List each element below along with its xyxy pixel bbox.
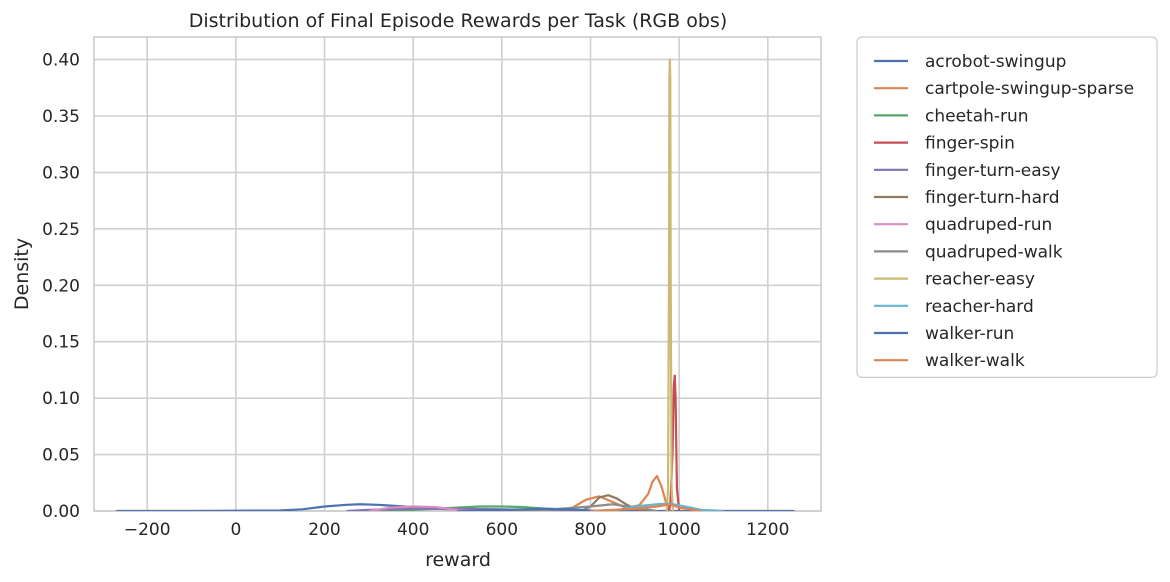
x-tick-label: 400 [397,520,429,540]
y-tick-label: 0.35 [42,107,80,127]
legend-label: quadruped-run [925,215,1052,235]
y-tick-label: 0.05 [42,446,80,466]
legend-label: reacher-hard [925,297,1034,317]
series-line-reacher-easy [665,58,675,511]
y-tick-label: 0.00 [42,502,80,522]
legend-label: cheetah-run [925,106,1029,126]
y-tick-label: 0.10 [42,389,80,409]
series-group [116,58,795,511]
x-tick-label: 1000 [658,520,701,540]
y-tick-label: 0.20 [42,276,80,296]
legend-label: acrobot-swingup [925,52,1066,72]
legend-label: reacher-easy [925,270,1035,290]
legend-frame [856,36,1158,378]
y-tick-label: 0.30 [42,163,80,183]
legend-label: finger-turn-easy [925,161,1061,181]
x-tick-label: 1200 [746,520,789,540]
legend: acrobot-swingup cartpole-swingup-sparse ch… [856,36,1158,378]
plot-frame [93,36,822,512]
y-tick-label: 0.40 [42,51,80,71]
legend-label: walker-run [925,324,1014,344]
plot-area: −200 0 200 400 600 800 1000 1200 0.00 0.05 0.10 0.1… [42,36,822,540]
legend-label: finger-spin [925,134,1015,154]
x-tick-label: 0 [230,520,241,540]
x-tick-label: 200 [308,520,340,540]
y-axis-title: Density [11,238,33,310]
series-line-finger-spin [667,374,681,511]
series-line-walker-walk [590,503,702,511]
chart-title: Distribution of Final Episode Rewards pe… [189,10,727,32]
legend-label: cartpole-swingup-sparse [925,79,1134,99]
x-tick-label: 800 [574,520,606,540]
x-axis-title: reward [425,549,491,571]
y-tick-label: 0.25 [42,220,80,240]
x-tick-label: −200 [124,520,171,540]
y-tick-label: 0.15 [42,333,80,353]
legend-label: finger-turn-hard [925,188,1059,208]
legend-label: quadruped-walk [925,242,1063,262]
legend-label: walker-walk [925,351,1025,371]
x-tick-label: 600 [486,520,518,540]
